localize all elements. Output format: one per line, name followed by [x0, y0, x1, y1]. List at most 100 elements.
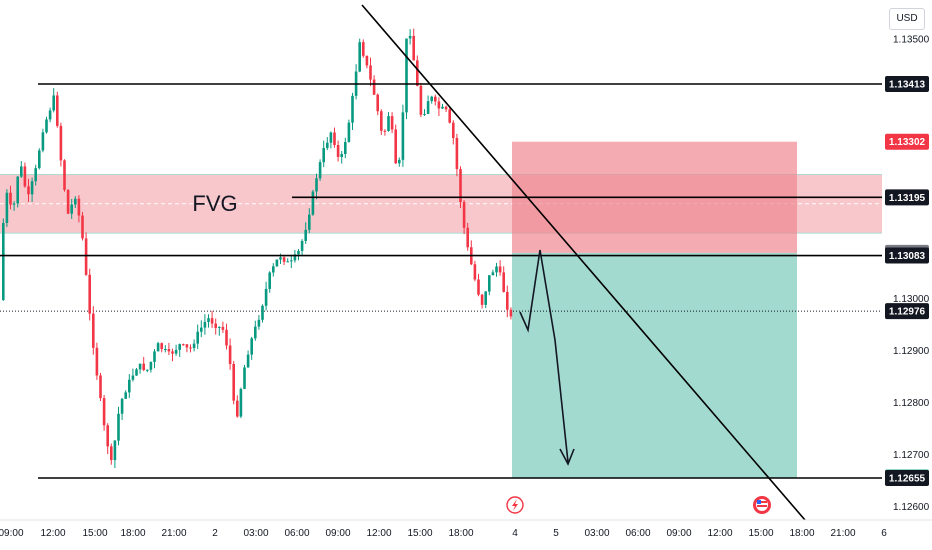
candle [448, 106, 451, 124]
candle [23, 162, 27, 188]
candle [272, 263, 275, 277]
candle [290, 254, 293, 269]
candle [455, 133, 459, 177]
time-axis-tick: 09:00 [0, 528, 24, 539]
candle-body [293, 254, 297, 261]
candle [218, 326, 221, 336]
currency-badge[interactable]: USD [889, 8, 925, 30]
candle-body [160, 343, 163, 350]
candle-body [272, 266, 275, 273]
candle [491, 269, 495, 276]
candle [66, 189, 70, 215]
candle [128, 374, 131, 398]
candle [300, 239, 304, 256]
candle-body [336, 145, 340, 158]
price-label: 1.13302 [885, 133, 929, 150]
candle-body [347, 122, 351, 142]
time-axis-tick: 2 [212, 528, 218, 539]
candle [102, 394, 106, 431]
candle [221, 321, 225, 333]
candle [203, 314, 207, 335]
candle-body [498, 266, 502, 273]
candle [81, 212, 84, 241]
candle [297, 249, 300, 261]
candle-body [340, 153, 343, 158]
candle [110, 443, 113, 465]
candle-body [322, 147, 325, 163]
candle [286, 258, 289, 263]
candle [250, 336, 253, 360]
candle-body [5, 192, 9, 223]
candle [372, 75, 376, 96]
candle [509, 307, 513, 320]
candle-body [92, 313, 95, 348]
candle [480, 293, 484, 309]
candle-body [268, 272, 271, 289]
candle-body [434, 96, 437, 102]
candle [120, 397, 124, 421]
price-label: 1.12976 [885, 303, 929, 320]
candle [174, 344, 178, 356]
price-label-text: 1.12976 [889, 307, 926, 318]
candle [344, 137, 347, 159]
flag-stripe-1 [757, 501, 767, 503]
candle [12, 201, 16, 211]
time-axis-tick: 15:00 [82, 528, 107, 539]
candle-body [56, 95, 59, 126]
time-axis-tick: 18:00 [789, 528, 814, 539]
candle [401, 104, 405, 167]
candle-body [210, 318, 214, 324]
candle-body [81, 215, 84, 239]
price-axis-tick: 1.12700 [893, 450, 930, 461]
candle [495, 262, 498, 277]
time-axis-tick: 6 [881, 528, 887, 539]
candle-body [462, 202, 466, 228]
flag-stripe-2 [757, 505, 767, 507]
candle [5, 189, 9, 227]
candle [318, 159, 322, 181]
candle-body [401, 112, 405, 160]
price-axis-tick: 1.12800 [893, 398, 930, 409]
candle [315, 173, 318, 200]
candle-body [300, 240, 304, 251]
candle-body [423, 113, 426, 115]
time-axis-tick: 21:00 [161, 528, 186, 539]
candle [466, 222, 469, 251]
candle-body [398, 159, 401, 164]
candle [333, 127, 336, 148]
candle [243, 364, 246, 390]
candle-body [315, 178, 318, 192]
candle-body [200, 327, 203, 332]
candle [41, 128, 45, 153]
candle-body [333, 132, 336, 146]
candle-body [448, 109, 451, 123]
candle-body [459, 169, 462, 203]
candle [394, 124, 397, 165]
candle [358, 38, 361, 73]
candle-body [466, 227, 469, 248]
candle [441, 103, 444, 110]
candle-body [59, 125, 63, 161]
time-axis-tick: 12:00 [707, 528, 732, 539]
candle [488, 275, 491, 296]
candle [95, 342, 99, 380]
candle [264, 281, 268, 311]
candle-body [416, 60, 419, 86]
candle [146, 369, 149, 373]
time-axis-tick: 12:00 [366, 528, 391, 539]
candle-body [23, 166, 27, 187]
candle [254, 320, 257, 341]
candle-body [279, 257, 282, 260]
candle [365, 55, 369, 69]
candle-body [257, 319, 261, 327]
candle [20, 161, 23, 178]
candle [48, 107, 52, 123]
candle [117, 406, 120, 446]
candle [246, 350, 250, 368]
candle [77, 195, 81, 223]
candle-body [362, 42, 365, 56]
candle-body [135, 369, 138, 376]
candle-body [38, 150, 41, 169]
